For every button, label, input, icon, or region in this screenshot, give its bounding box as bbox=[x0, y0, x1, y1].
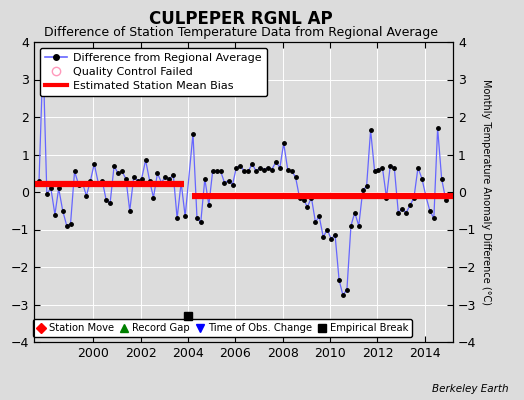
Legend: Station Move, Record Gap, Time of Obs. Change, Empirical Break: Station Move, Record Gap, Time of Obs. C… bbox=[33, 319, 412, 337]
Text: CULPEPER RGNL AP: CULPEPER RGNL AP bbox=[149, 10, 333, 28]
Text: Difference of Station Temperature Data from Regional Average: Difference of Station Temperature Data f… bbox=[44, 26, 438, 39]
Y-axis label: Monthly Temperature Anomaly Difference (°C): Monthly Temperature Anomaly Difference (… bbox=[481, 79, 490, 305]
Text: Berkeley Earth: Berkeley Earth bbox=[432, 384, 508, 394]
